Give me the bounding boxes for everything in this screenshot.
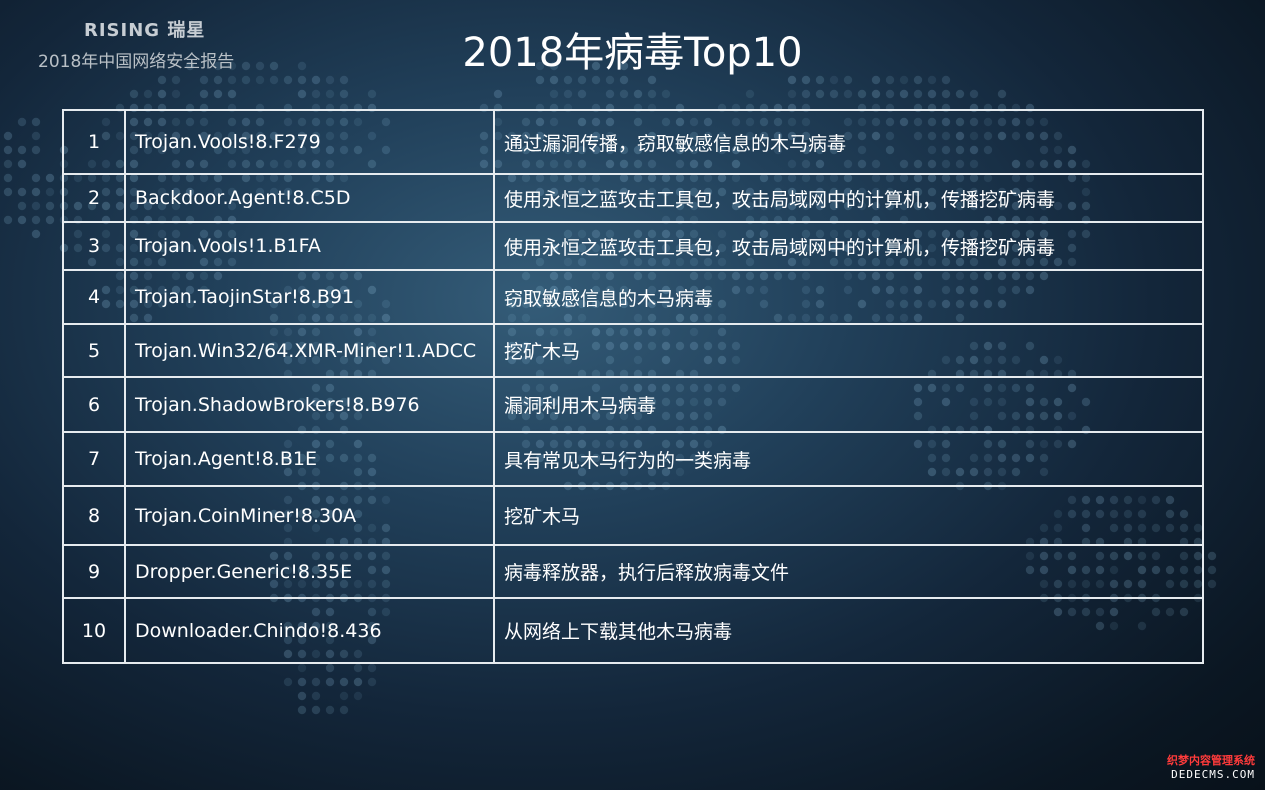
table-row: 8 Trojan.CoinMiner!8.30A 挖矿木马 [62,485,1204,546]
rank-cell: 3 [62,221,126,271]
table-row: 3 Trojan.Vools!1.B1FA 使用永恒之蓝攻击工具包，攻击局域网中的计… [62,221,1204,271]
rising-logo: RISING 瑞星 [84,20,206,41]
virus-top10-table: 1 Trojan.Vools!8.F279 通过漏洞传播，窃取敏感信息的木马病毒 2 B… [62,109,1204,664]
rank-cell: 4 [62,269,126,325]
virus-description-cell: 通过漏洞传播，窃取敏感信息的木马病毒 [493,109,1204,175]
virus-name-cell: Trojan.ShadowBrokers!8.B976 [124,376,495,433]
virus-description-cell: 病毒释放器，执行后释放病毒文件 [493,544,1204,599]
virus-name-cell: Trojan.Vools!8.F279 [124,109,495,175]
watermark-text-cn: 织梦内容管理系统 [1167,754,1255,767]
dedecms-watermark: 织梦内容管理系统 DEDECMS.COM [1145,754,1255,782]
virus-description-cell: 挖矿木马 [493,485,1204,546]
table-row: 9 Dropper.Generic!8.35E 病毒释放器，执行后释放病毒文件 [62,544,1204,599]
virus-description-cell: 从网络上下载其他木马病毒 [493,597,1204,664]
virus-description-cell: 漏洞利用木马病毒 [493,376,1204,433]
virus-name-cell: Trojan.Win32/64.XMR-Miner!1.ADCC [124,323,495,378]
report-subtitle: 2018年中国网络安全报告 [38,52,235,72]
rank-cell: 5 [62,323,126,378]
virus-description-cell: 窃取敏感信息的木马病毒 [493,269,1204,325]
virus-name-cell: Trojan.TaojinStar!8.B91 [124,269,495,325]
rank-cell: 9 [62,544,126,599]
rank-cell: 2 [62,173,126,223]
rank-cell: 6 [62,376,126,433]
table-row: 6 Trojan.ShadowBrokers!8.B976 漏洞利用木马病毒 [62,376,1204,433]
rank-cell: 10 [62,597,126,664]
virus-name-cell: Downloader.Chindo!8.436 [124,597,495,664]
virus-name-cell: Trojan.CoinMiner!8.30A [124,485,495,546]
watermark-text-en: DEDECMS.COM [1171,768,1255,781]
virus-name-cell: Trojan.Vools!1.B1FA [124,221,495,271]
virus-description-cell: 使用永恒之蓝攻击工具包，攻击局域网中的计算机，传播挖矿病毒 [493,221,1204,271]
virus-name-cell: Dropper.Generic!8.35E [124,544,495,599]
rank-cell: 1 [62,109,126,175]
virus-description-cell: 使用永恒之蓝攻击工具包，攻击局域网中的计算机，传播挖矿病毒 [493,173,1204,223]
virus-name-cell: Trojan.Agent!8.B1E [124,431,495,487]
table-row: 5 Trojan.Win32/64.XMR-Miner!1.ADCC 挖矿木马 [62,323,1204,378]
virus-description-cell: 具有常见木马行为的一类病毒 [493,431,1204,487]
table-row: 2 Backdoor.Agent!8.C5D 使用永恒之蓝攻击工具包，攻击局域网中的… [62,173,1204,223]
table-row: 7 Trojan.Agent!8.B1E 具有常见木马行为的一类病毒 [62,431,1204,487]
rank-cell: 7 [62,431,126,487]
table-row: 1 Trojan.Vools!8.F279 通过漏洞传播，窃取敏感信息的木马病毒 [62,109,1204,175]
virus-name-cell: Backdoor.Agent!8.C5D [124,173,495,223]
table-row: 4 Trojan.TaojinStar!8.B91 窃取敏感信息的木马病毒 [62,269,1204,325]
table-row: 10 Downloader.Chindo!8.436 从网络上下载其他木马病毒 [62,597,1204,664]
page-title: 2018年病毒Top10 [462,30,803,76]
virus-description-cell: 挖矿木马 [493,323,1204,378]
rank-cell: 8 [62,485,126,546]
